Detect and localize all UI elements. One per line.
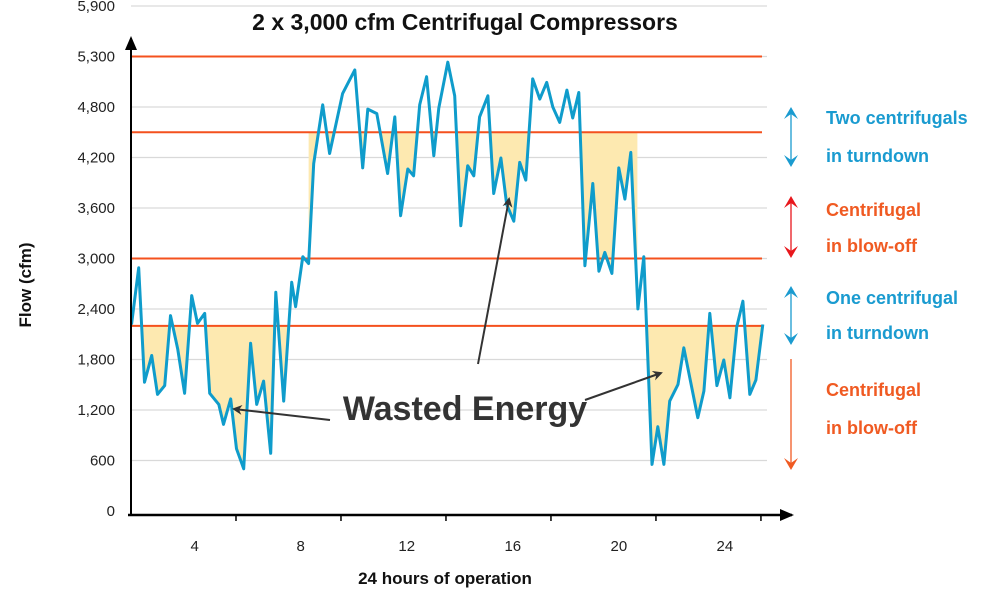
annotation-arrow xyxy=(232,404,331,421)
arrow-up-icon xyxy=(784,107,798,119)
arrow-down-icon xyxy=(784,246,798,258)
arrow-down-icon xyxy=(784,458,798,470)
y-tick-label: 1,200 xyxy=(77,402,115,419)
y-tick-label: 1,800 xyxy=(77,352,115,369)
threshold-lines xyxy=(131,55,762,327)
arrow-up-icon xyxy=(784,196,798,208)
x-tick-labels: 4 8 12 16 20 24 xyxy=(190,538,733,555)
band-label-line1: Centrifugal xyxy=(826,380,921,400)
y-tick-label: 4,200 xyxy=(77,150,115,167)
y-tick-label: 3,000 xyxy=(77,251,115,268)
y-axis-label: Flow (cfm) xyxy=(16,243,35,328)
x-tick-label: 16 xyxy=(504,538,521,555)
band-label-line2: in blow-off xyxy=(826,418,918,438)
y-tick-label: 4,800 xyxy=(77,99,115,116)
x-tick-label: 8 xyxy=(297,538,305,555)
chart-title: 2 x 3,000 cfm Centrifugal Compressors xyxy=(252,9,678,35)
wasted-energy-label: Wasted Energy xyxy=(343,390,587,428)
band-label-line2: in turndown xyxy=(826,146,929,166)
band-label-line2: in blow-off xyxy=(826,236,918,256)
wasted-energy-fill xyxy=(131,132,762,469)
wasted-energy-annotation: Wasted Energy xyxy=(232,197,663,428)
y-tick-label: 0 xyxy=(107,503,115,520)
band-label-line1: Centrifugal xyxy=(826,200,921,220)
annotation-arrow xyxy=(477,197,513,365)
y-tick-labels: 0 600 1,200 1,800 2,400 3,000 3,600 4,200 4,800 5… xyxy=(77,0,115,520)
series xyxy=(130,60,765,471)
y-tick-label: 600 xyxy=(90,453,115,470)
arrow-up-icon xyxy=(784,286,798,298)
y-tick-label: 5,900 xyxy=(77,0,115,15)
y-tick-label: 5,300 xyxy=(77,49,115,66)
x-tick-label: 4 xyxy=(190,538,198,555)
band-label-line1: One centrifugal xyxy=(826,288,958,308)
x-tick-label: 24 xyxy=(717,538,734,555)
band-label-line1: Two centrifugals xyxy=(826,108,968,128)
band-label-line2: in turndown xyxy=(826,323,929,343)
y-tick-label: 3,600 xyxy=(77,200,115,217)
x-tick-label: 12 xyxy=(398,538,415,555)
wasted-region xyxy=(637,325,762,465)
x-axis-label: 24 hours of operation xyxy=(358,569,532,588)
arrow-down-icon xyxy=(784,333,798,345)
wasted-region xyxy=(131,325,309,469)
x-tick-label: 20 xyxy=(610,538,627,555)
wasted-region xyxy=(308,132,638,298)
annotation-arrow xyxy=(584,370,663,401)
axes xyxy=(125,36,794,521)
flow-line xyxy=(130,60,765,471)
y-tick-label: 2,400 xyxy=(77,301,115,318)
band-annotations: Two centrifugals in turndown Centrifugal in… xyxy=(784,107,968,470)
arrow-down-icon xyxy=(784,155,798,167)
